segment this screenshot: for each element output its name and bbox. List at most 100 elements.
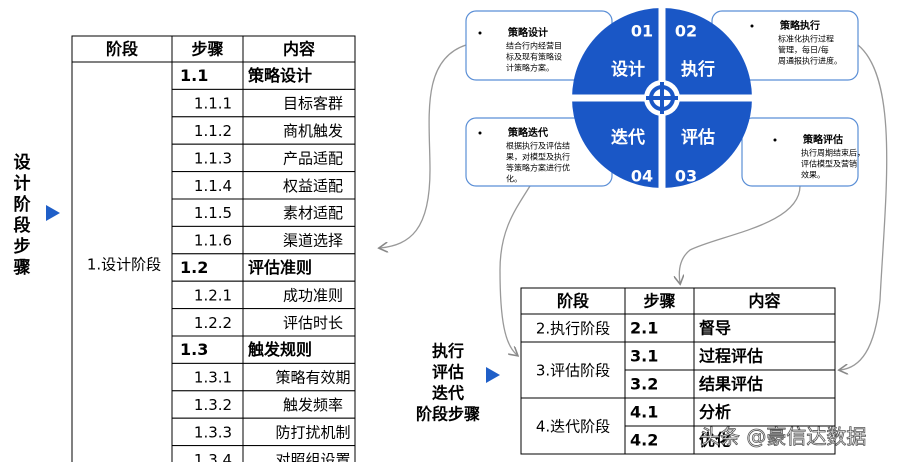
content: 优化 — [699, 431, 731, 450]
table-cell — [242, 335, 356, 364]
table-cell — [242, 417, 356, 447]
content: 分析 — [699, 403, 731, 422]
table-header: 步骤 — [643, 292, 675, 311]
content: 触发规则 — [247, 340, 312, 359]
step: 1.1.1 — [194, 95, 232, 113]
content: 权益适配 — [283, 177, 343, 195]
table-cell — [71, 61, 173, 462]
table-header: 内容 — [748, 292, 780, 311]
box-title: 策略执行 — [780, 19, 820, 32]
table-cell — [624, 341, 695, 371]
content: 成功准则 — [283, 286, 343, 304]
table-cell — [242, 390, 356, 419]
stage-cell: 3.评估阶段 — [536, 362, 610, 380]
bullet — [478, 131, 482, 135]
content: 评估准则 — [248, 258, 312, 277]
table-cell — [520, 397, 626, 455]
content: 结果评估 — [698, 375, 763, 394]
stage-cell: 1.设计阶段 — [87, 256, 161, 274]
table-cell — [520, 341, 626, 399]
box-text: 标及现有策略设 — [506, 52, 562, 62]
bullet — [478, 31, 482, 35]
table-cell — [242, 445, 356, 462]
box-text: 管理，每日/每 — [778, 45, 829, 55]
step: 1.3 — [180, 340, 208, 359]
side-label: 执行 — [432, 342, 464, 361]
table-header: 阶段 — [557, 292, 590, 311]
quadrant-label: 评估 — [681, 127, 715, 148]
step: 1.1.2 — [194, 122, 232, 140]
table-cell — [171, 88, 244, 118]
stage-cell: 4.迭代阶段 — [536, 418, 610, 436]
side-label: 骤 — [14, 258, 31, 278]
step: 1.3.4 — [194, 451, 232, 462]
box-text: 计策略方案。 — [506, 63, 554, 73]
quadrant-number: 01 — [631, 22, 653, 41]
pointer — [46, 205, 60, 221]
table-cell — [624, 369, 695, 399]
box-text: 标准化执行过程 — [778, 34, 834, 44]
content: 商机触发 — [283, 122, 343, 140]
table-cell — [242, 35, 356, 63]
content: 督导 — [699, 319, 731, 338]
table-cell — [242, 61, 356, 90]
table-cell — [242, 308, 356, 337]
table-cell — [242, 143, 356, 173]
table-cell — [171, 225, 244, 255]
box-text: 果，对模型及执行 — [506, 152, 570, 162]
box-text: 结合行内经营目 — [506, 41, 562, 51]
side-label: 阶 — [14, 194, 32, 215]
table-cell — [693, 425, 836, 455]
step: 1.1.3 — [194, 149, 232, 167]
table-cell — [242, 88, 356, 118]
box-text: 周通报执行进度。 — [778, 56, 842, 66]
table-cell — [171, 171, 244, 200]
content: 评估时长 — [283, 314, 343, 332]
table-cell — [242, 171, 356, 200]
table-header: 内容 — [283, 40, 315, 59]
content: 目标客群 — [283, 95, 343, 113]
table-cell — [693, 369, 836, 399]
content: 产品适配 — [283, 149, 343, 167]
box-title: 策略迭代 — [508, 126, 548, 139]
side-label: 段 — [14, 215, 31, 236]
table-cell — [624, 287, 695, 315]
step: 1.2.1 — [194, 286, 232, 304]
step: 1.1.4 — [194, 177, 232, 195]
pointer — [486, 367, 500, 383]
step: 1.3.2 — [194, 396, 232, 414]
content: 渠道选择 — [283, 232, 343, 250]
table-cell — [693, 341, 836, 371]
box-text: 化。 — [506, 174, 522, 184]
step: 1.3.3 — [194, 423, 232, 441]
box-text: 等策略方案进行优 — [506, 163, 570, 173]
table-cell — [171, 390, 244, 419]
step: 1.2 — [180, 258, 208, 277]
quadrant-number: 04 — [631, 167, 653, 186]
side-label: 阶段步骤 — [416, 405, 480, 424]
content: 对照组设置 — [275, 451, 350, 462]
box-text: 根据执行及评估结 — [506, 141, 570, 151]
info-boxes — [465, 10, 859, 187]
side-label: 计 — [14, 173, 31, 194]
quadrant-number: 03 — [675, 167, 697, 186]
box-title: 策略设计 — [508, 26, 548, 39]
table-cell — [693, 397, 836, 427]
step: 1.1.5 — [194, 204, 232, 222]
connectors — [380, 44, 888, 370]
table-cell — [171, 253, 244, 282]
step: 3.2 — [630, 375, 658, 394]
cycle-disk — [572, 8, 752, 188]
table-header: 阶段 — [106, 40, 139, 59]
side-label: 迭代 — [432, 384, 464, 403]
side-label: 评估 — [432, 363, 464, 382]
bullet — [773, 138, 777, 142]
table-cell — [242, 116, 356, 145]
watermark: 头条 @豪信达数据 — [700, 425, 866, 449]
content: 过程评估 — [699, 347, 763, 366]
step: 2.1 — [630, 319, 658, 338]
step: 1.2.2 — [194, 314, 232, 332]
box-text: 效果。 — [801, 170, 825, 180]
